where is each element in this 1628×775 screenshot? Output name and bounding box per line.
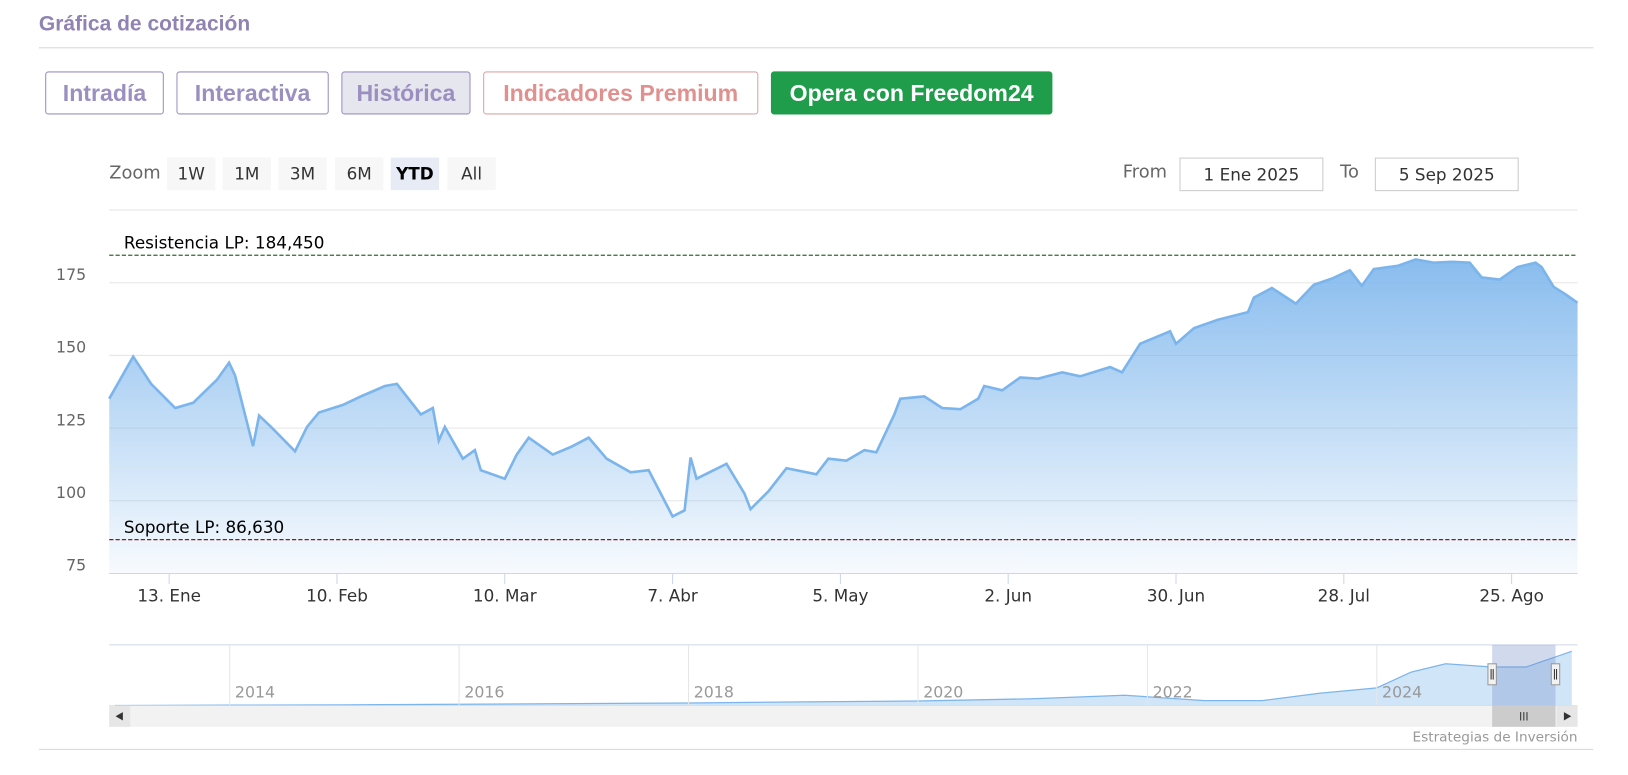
x-tick-label: 10. Mar	[473, 586, 537, 606]
navigator-mask	[1492, 644, 1556, 706]
tab[interactable]: Indicadores Premium	[483, 71, 759, 115]
x-tick-label: 2. Jun	[984, 586, 1032, 606]
x-tick-label: 5. May	[812, 586, 868, 606]
y-tick-label: 75	[66, 556, 86, 575]
zoom-button[interactable]: 1W	[166, 157, 216, 191]
y-tick-label: 150	[56, 338, 86, 357]
y-tick-label: 125	[56, 410, 86, 429]
area-fill	[109, 259, 1578, 574]
zoom-button[interactable]: YTD	[390, 157, 440, 191]
to-label: To	[1340, 161, 1359, 183]
footer-rule	[38, 748, 1594, 750]
tab[interactable]: Intradía	[45, 71, 164, 115]
x-tick-label: 30. Jun	[1147, 586, 1205, 606]
zoom-button[interactable]: 3M	[278, 157, 327, 191]
tab[interactable]: Histórica	[341, 71, 471, 115]
x-tick-label: 2014	[235, 683, 275, 702]
from-input[interactable]: 1 Ene 2025	[1179, 157, 1324, 192]
x-tick-label: 28. Jul	[1318, 586, 1370, 606]
x-tick-label: 13. Ene	[137, 586, 201, 606]
arrow-left	[115, 712, 123, 721]
y-tick-label: 175	[56, 265, 86, 284]
navigator-handle[interactable]	[1487, 663, 1497, 686]
x-tick-label: 2016	[464, 683, 504, 702]
credits: Estrategias de Inversión	[1413, 729, 1578, 745]
zoom-button[interactable]: 6M	[335, 157, 384, 191]
area-fill	[115, 651, 1572, 706]
zoom-label: Zoom	[109, 162, 161, 184]
y-tick-label: 100	[56, 483, 86, 502]
zoom-button[interactable]: 1M	[222, 157, 271, 191]
x-tick-label: 2018	[694, 683, 734, 702]
x-tick-label: 2020	[923, 683, 963, 702]
scrollbar-track	[109, 705, 1578, 727]
zoom-button[interactable]: All	[447, 157, 496, 191]
from-label: From	[1122, 161, 1168, 183]
plot-line-label: Resistencia LP: 184,450	[124, 233, 324, 253]
x-tick-label: 2024	[1382, 683, 1422, 702]
plot-line-label: Soporte LP: 86,630	[124, 517, 284, 537]
x-tick-label: 2022	[1153, 683, 1193, 702]
tab[interactable]: Interactiva	[176, 71, 329, 115]
header-rule	[38, 47, 1594, 49]
price-line	[108, 258, 1579, 519]
x-tick-label: 10. Feb	[306, 586, 368, 606]
to-input[interactable]: 5 Sep 2025	[1374, 157, 1519, 192]
widget-title: Gráfica de cotización	[38, 12, 251, 36]
navigator-handle[interactable]	[1550, 663, 1561, 686]
x-tick-label: 7. Abr	[647, 586, 698, 606]
cta-button[interactable]: Opera con Freedom24	[770, 71, 1053, 115]
arrow-right	[1563, 712, 1572, 721]
x-tick-label: 25. Ago	[1479, 586, 1543, 606]
